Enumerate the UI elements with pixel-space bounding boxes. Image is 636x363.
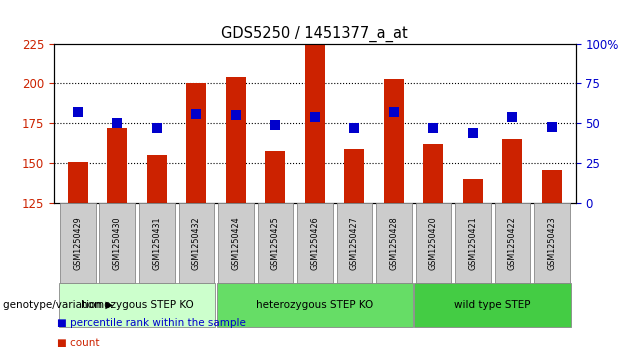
Bar [147, 155, 167, 203]
Text: GSM1250429: GSM1250429 [73, 216, 82, 270]
Text: GSM1250430: GSM1250430 [113, 216, 121, 270]
Bar [455, 203, 490, 283]
Text: wild type STEP: wild type STEP [454, 300, 531, 310]
Point [191, 111, 202, 117]
Text: genotype/variation ▶: genotype/variation ▶ [3, 300, 114, 310]
Point [152, 125, 162, 131]
Title: GDS5250 / 1451377_a_at: GDS5250 / 1451377_a_at [221, 26, 408, 42]
Bar [424, 144, 443, 203]
Text: ■ count: ■ count [57, 338, 100, 348]
Text: GSM1250420: GSM1250420 [429, 216, 438, 270]
Bar [534, 203, 570, 283]
Bar [415, 283, 571, 327]
Text: homozygous STEP KO: homozygous STEP KO [81, 300, 193, 310]
Bar [345, 149, 364, 203]
Point [349, 125, 359, 131]
Text: GSM1250422: GSM1250422 [508, 216, 517, 270]
Text: GSM1250432: GSM1250432 [192, 216, 201, 270]
Bar [107, 128, 127, 203]
Text: GSM1250428: GSM1250428 [389, 216, 398, 270]
Bar [258, 203, 293, 283]
Bar [265, 151, 285, 203]
Text: heterozygous STEP KO: heterozygous STEP KO [256, 300, 373, 310]
Bar [68, 162, 88, 203]
Bar [226, 77, 245, 203]
Point [389, 109, 399, 115]
Text: GSM1250427: GSM1250427 [350, 216, 359, 270]
Text: GSM1250424: GSM1250424 [232, 216, 240, 270]
Bar [502, 139, 522, 203]
Bar [60, 203, 95, 283]
Text: GSM1250426: GSM1250426 [310, 216, 319, 270]
Bar [415, 203, 451, 283]
Bar [218, 203, 254, 283]
Bar [305, 45, 325, 203]
Bar [336, 203, 372, 283]
Bar [186, 83, 206, 203]
Bar [217, 283, 413, 327]
Text: GSM1250423: GSM1250423 [548, 216, 556, 270]
Point [73, 109, 83, 115]
Point [231, 113, 241, 118]
Point [428, 125, 438, 131]
Point [467, 130, 478, 136]
Point [547, 124, 557, 130]
Bar [99, 203, 135, 283]
Bar [384, 79, 404, 203]
Bar [463, 179, 483, 203]
Text: GSM1250425: GSM1250425 [271, 216, 280, 270]
Bar [495, 203, 530, 283]
Bar [179, 203, 214, 283]
Point [310, 114, 320, 120]
Bar [376, 203, 411, 283]
Text: GSM1250421: GSM1250421 [468, 216, 478, 270]
Text: GSM1250431: GSM1250431 [152, 216, 162, 270]
Point [508, 114, 518, 120]
Bar [542, 170, 562, 203]
Point [112, 121, 122, 126]
Bar [59, 283, 215, 327]
Point [270, 122, 280, 128]
Bar [139, 203, 174, 283]
Bar [297, 203, 333, 283]
Text: ■ percentile rank within the sample: ■ percentile rank within the sample [57, 318, 246, 328]
